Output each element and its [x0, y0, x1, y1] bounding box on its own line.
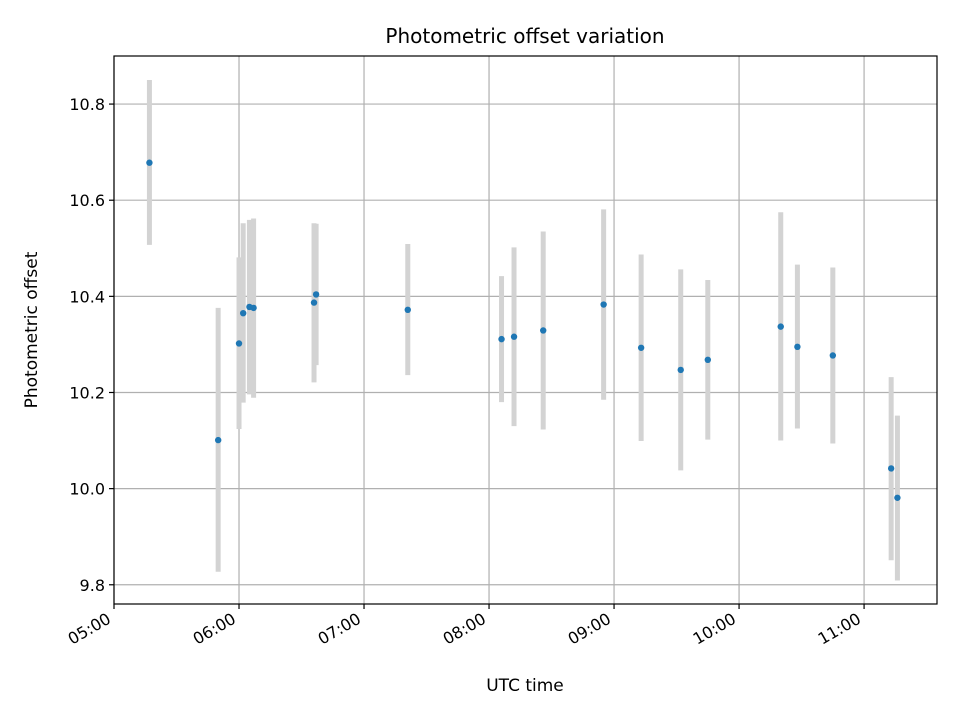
data-point [637, 344, 645, 351]
data-point [794, 343, 801, 351]
data-point [214, 436, 222, 444]
data-point [146, 159, 153, 166]
data-point [310, 299, 318, 306]
x-axis-title: UTC time [486, 676, 564, 696]
data-point [704, 356, 712, 364]
data-point [894, 494, 901, 501]
data-point [540, 327, 547, 334]
y-tick-label: 10.8 [69, 95, 105, 114]
y-axis-ticks: 9.8 10.0 10.2 10.4 10.6 10.8 [69, 95, 114, 595]
data-point [600, 301, 607, 308]
data-point [677, 366, 684, 374]
data-point [498, 335, 505, 343]
data-point [235, 340, 243, 347]
data-point [239, 309, 247, 317]
y-tick-label: 10.0 [69, 480, 105, 499]
data-point [777, 323, 784, 330]
y-tick-label: 10.2 [69, 383, 105, 402]
chart-title: Photometric offset variation [385, 24, 664, 48]
plot-frame [113, 55, 938, 605]
data-point [887, 465, 895, 472]
data-point [312, 291, 320, 298]
data-point [829, 352, 837, 359]
data-point [250, 304, 257, 312]
x-axis-ticks: 05:00 06:00 07:00 08:00 09:00 10:00 11:00 [65, 604, 865, 649]
y-tick-label: 10.6 [69, 191, 105, 210]
y-tick-label: 9.8 [80, 576, 105, 595]
data-points [146, 159, 901, 501]
y-axis-title: Photometric offset [22, 251, 42, 408]
data-point [510, 333, 518, 340]
y-tick-label: 10.4 [69, 287, 105, 306]
data-point [404, 306, 411, 314]
